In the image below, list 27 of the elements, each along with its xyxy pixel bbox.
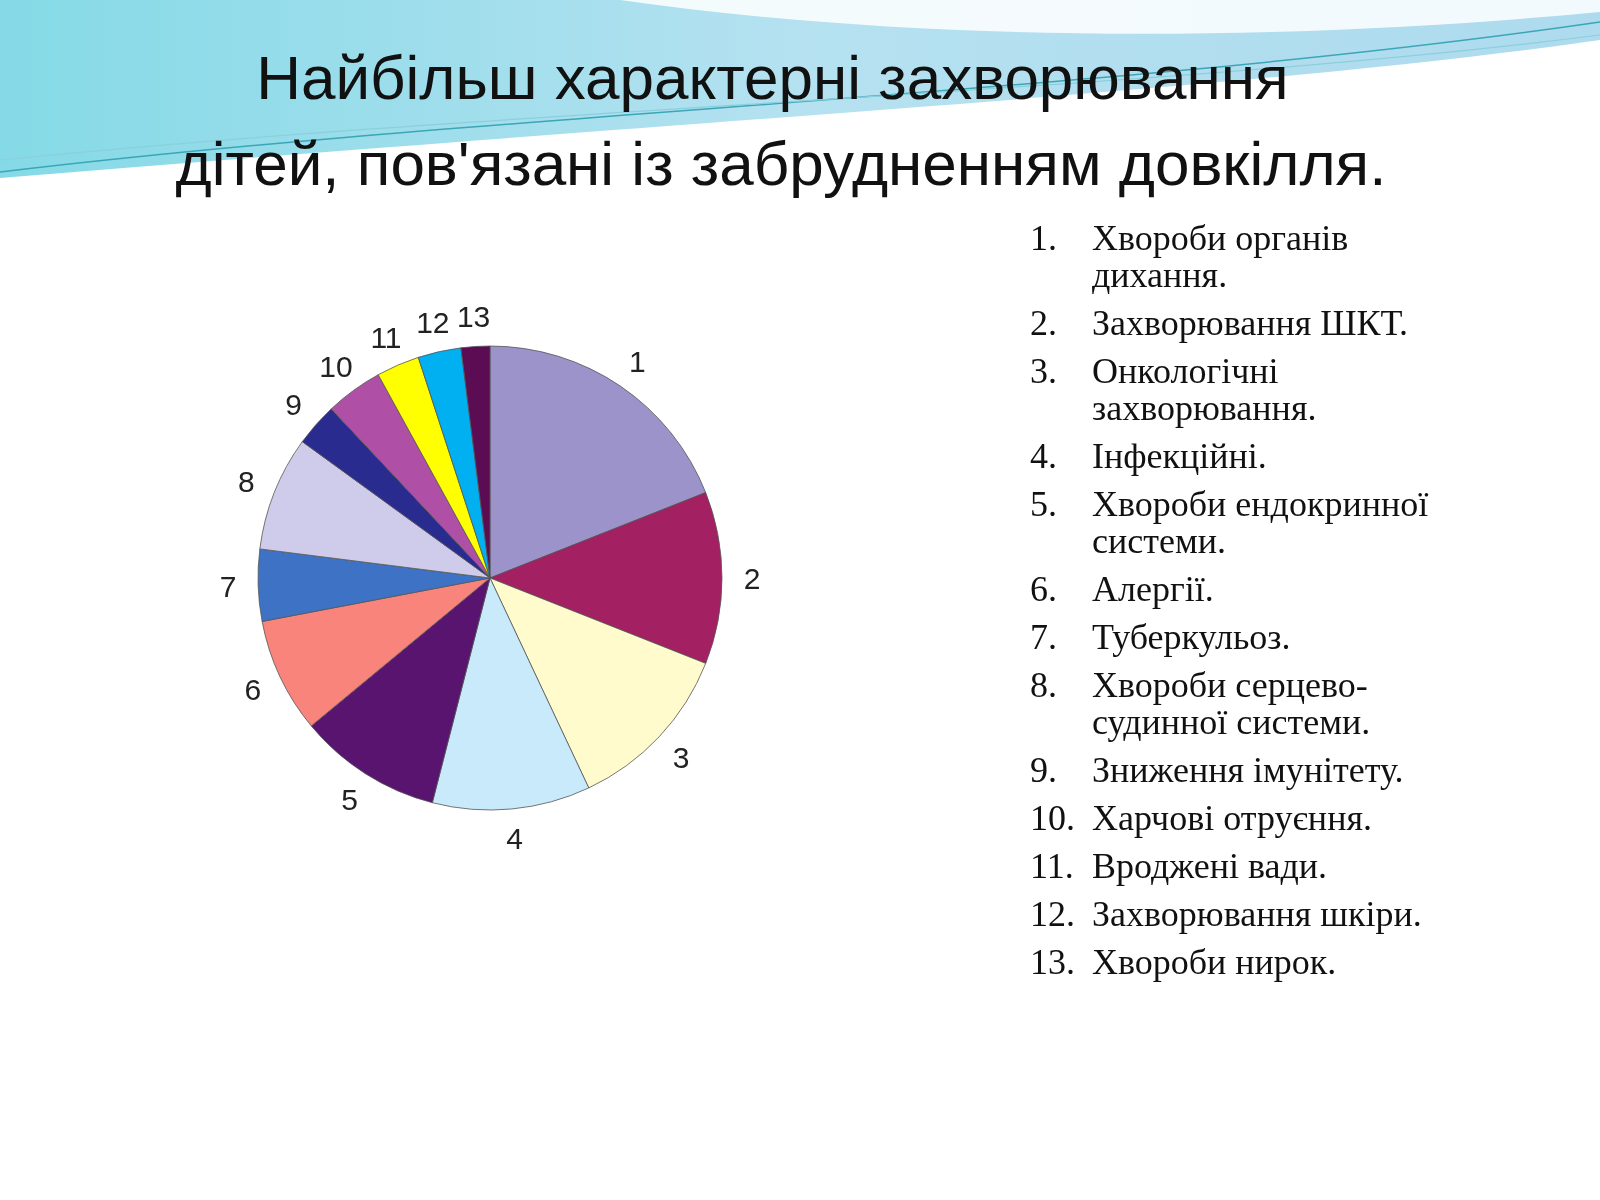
text: 12. Захворювання шкіри. [1030,894,1422,934]
text: 2. Захворювання ШКТ. [1030,303,1408,343]
chart-title: Найбільш характерні захворювання дітей, пов'язані із забрудненням довкілля. [175,43,1387,198]
slice-label: 7 [219,569,237,603]
slice-label: 10 [319,349,353,383]
text: 7. Туберкульоз. [1030,617,1291,657]
slice-label: 1 [628,344,646,378]
text: 5. Хвороби ендокринної системи. [1030,484,1438,561]
text: 11. Вроджені вади. [1030,846,1328,886]
text: 10. Харчові отруєння. [1030,798,1372,838]
slice-label: 5 [341,782,358,816]
slice-label: 11 [370,321,402,355]
slice-label: 9 [285,388,302,422]
slice-label: 4 [506,822,523,856]
slice-label: 8 [238,465,255,499]
text: 6. Алергії. [1030,569,1214,609]
text: 3. Онкологічні захворювання. [1030,351,1317,428]
text: 4. Інфекційні. [1030,436,1267,476]
slice-label: 12 [416,305,450,339]
slice-label: 6 [244,673,262,707]
text: 13. Хвороби нирок. [1030,942,1337,982]
slice-label: 13 [456,300,491,334]
text: 1. Хвороби органів дихання. [1030,218,1358,295]
slice-label: 2 [743,561,761,595]
slice-label: 3 [672,740,690,774]
text: 9. Зниження імунітету. [1030,750,1404,790]
text: 8. Хвороби серцево-судинної системи. [1030,665,1371,742]
